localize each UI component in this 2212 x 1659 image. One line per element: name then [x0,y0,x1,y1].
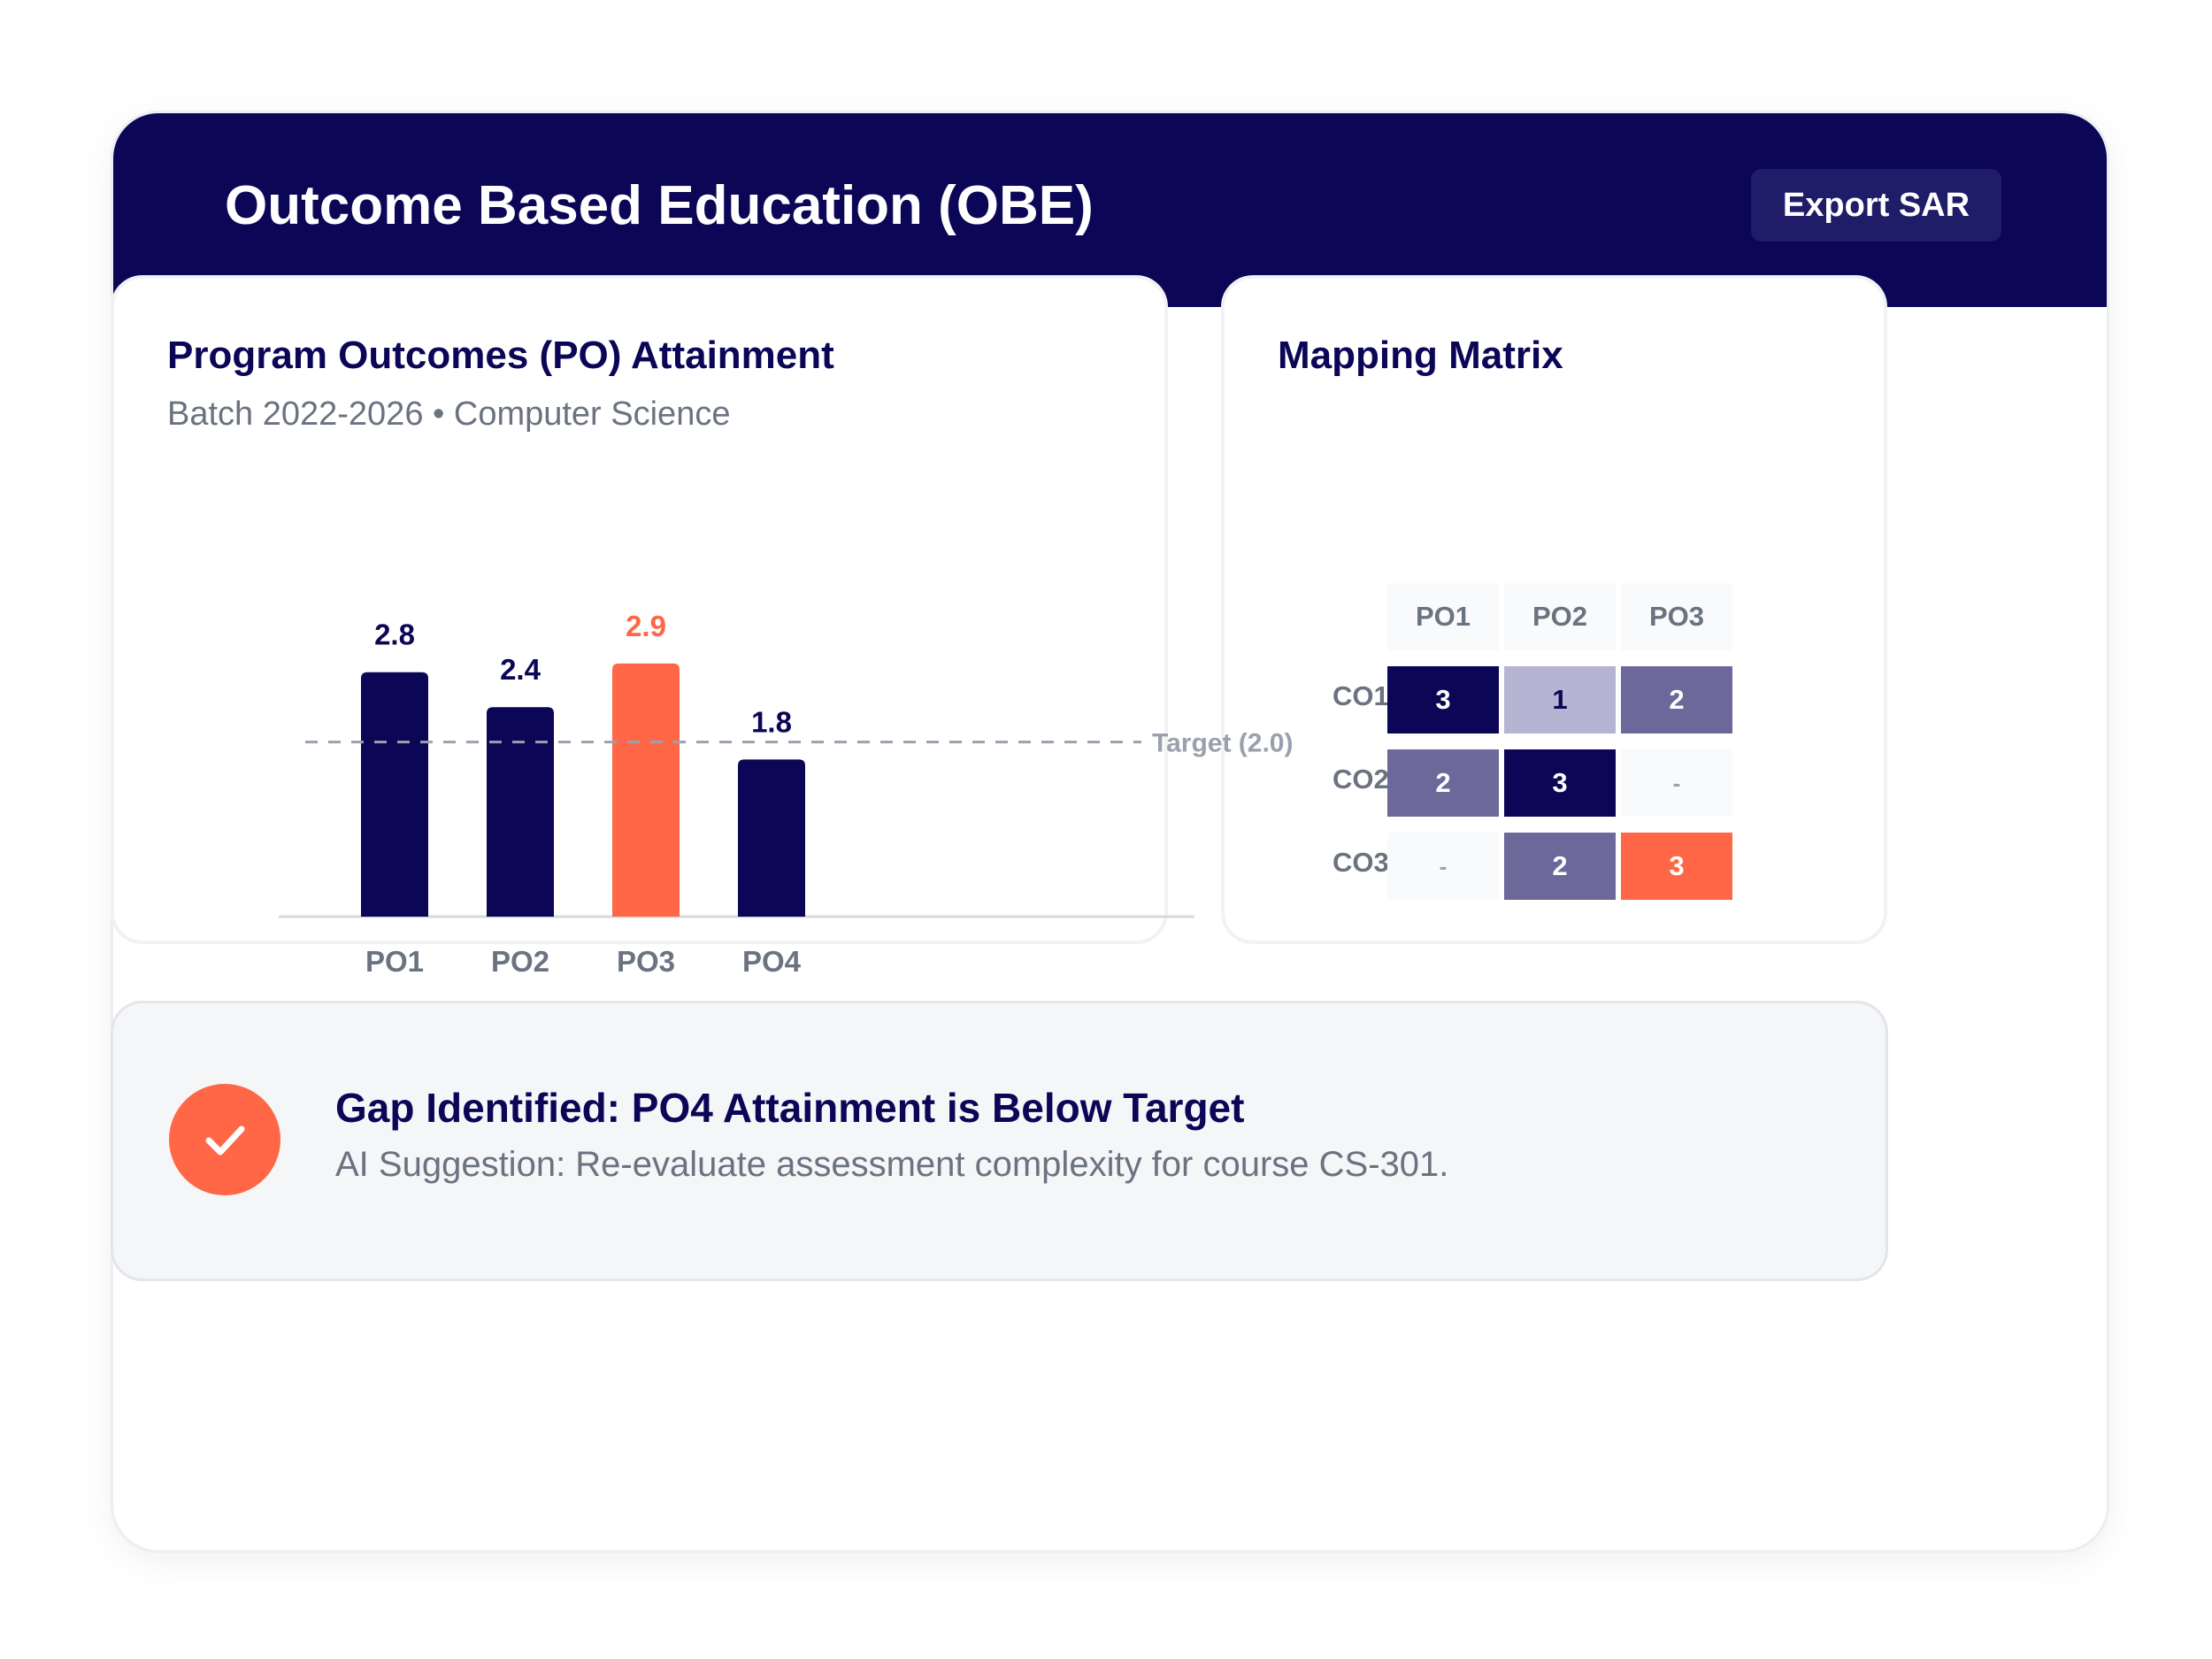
bar-po4[interactable] [738,759,805,917]
matrix-cell[interactable]: 2 [1504,833,1616,900]
gap-suggestion: AI Suggestion: Re-evaluate assessment co… [335,1145,1449,1184]
matrix-col-header: PO1 [1387,583,1499,650]
x-tick-label: PO3 [617,945,675,978]
value-label: 1.8 [751,705,792,738]
value-label: 2.4 [500,653,541,686]
x-tick-label: PO1 [365,945,424,978]
matrix-cell[interactable]: 2 [1387,749,1499,817]
matrix-cell[interactable]: 3 [1504,749,1616,817]
matrix-row-header: CO3 [1333,847,1389,878]
matrix-cell[interactable]: 3 [1387,666,1499,733]
check-icon [205,1125,245,1156]
x-tick-label: PO2 [491,945,549,978]
matrix-cell[interactable]: 2 [1621,666,1732,733]
gap-alert: Gap Identified: PO4 Attainment is Below … [111,1001,1888,1281]
gap-status-icon [169,1084,280,1195]
value-label: 2.8 [374,618,415,651]
po-panel-title: Program Outcomes (PO) Attainment [167,334,834,377]
po-panel-subtitle: Batch 2022-2026 • Computer Science [167,396,731,433]
target-label: Target (2.0) [1152,729,1293,758]
matrix-col-header: PO3 [1621,583,1732,650]
bar-po3[interactable] [612,663,680,917]
matrix-cell[interactable]: 1 [1504,666,1616,733]
matrix-row-header: CO2 [1333,764,1389,795]
matrix-col-header: PO2 [1504,583,1616,650]
matrix-title: Mapping Matrix [1278,334,1563,377]
matrix-cell[interactable]: - [1387,833,1499,900]
matrix-cell[interactable]: - [1621,749,1732,817]
value-label: 2.9 [626,610,666,642]
matrix-row-header: CO1 [1333,680,1389,711]
matrix-cell[interactable]: 3 [1621,833,1732,900]
bar-po2[interactable] [487,707,554,917]
header-bar: Outcome Based Education (OBE) Export SAR [113,113,2107,307]
gap-title: Gap Identified: PO4 Attainment is Below … [335,1085,1245,1131]
page-title: Outcome Based Education (OBE) [225,175,1094,236]
bar-po1[interactable] [361,672,428,917]
x-tick-label: PO4 [742,945,802,978]
export-sar-button[interactable]: Export SAR [1751,169,2001,242]
